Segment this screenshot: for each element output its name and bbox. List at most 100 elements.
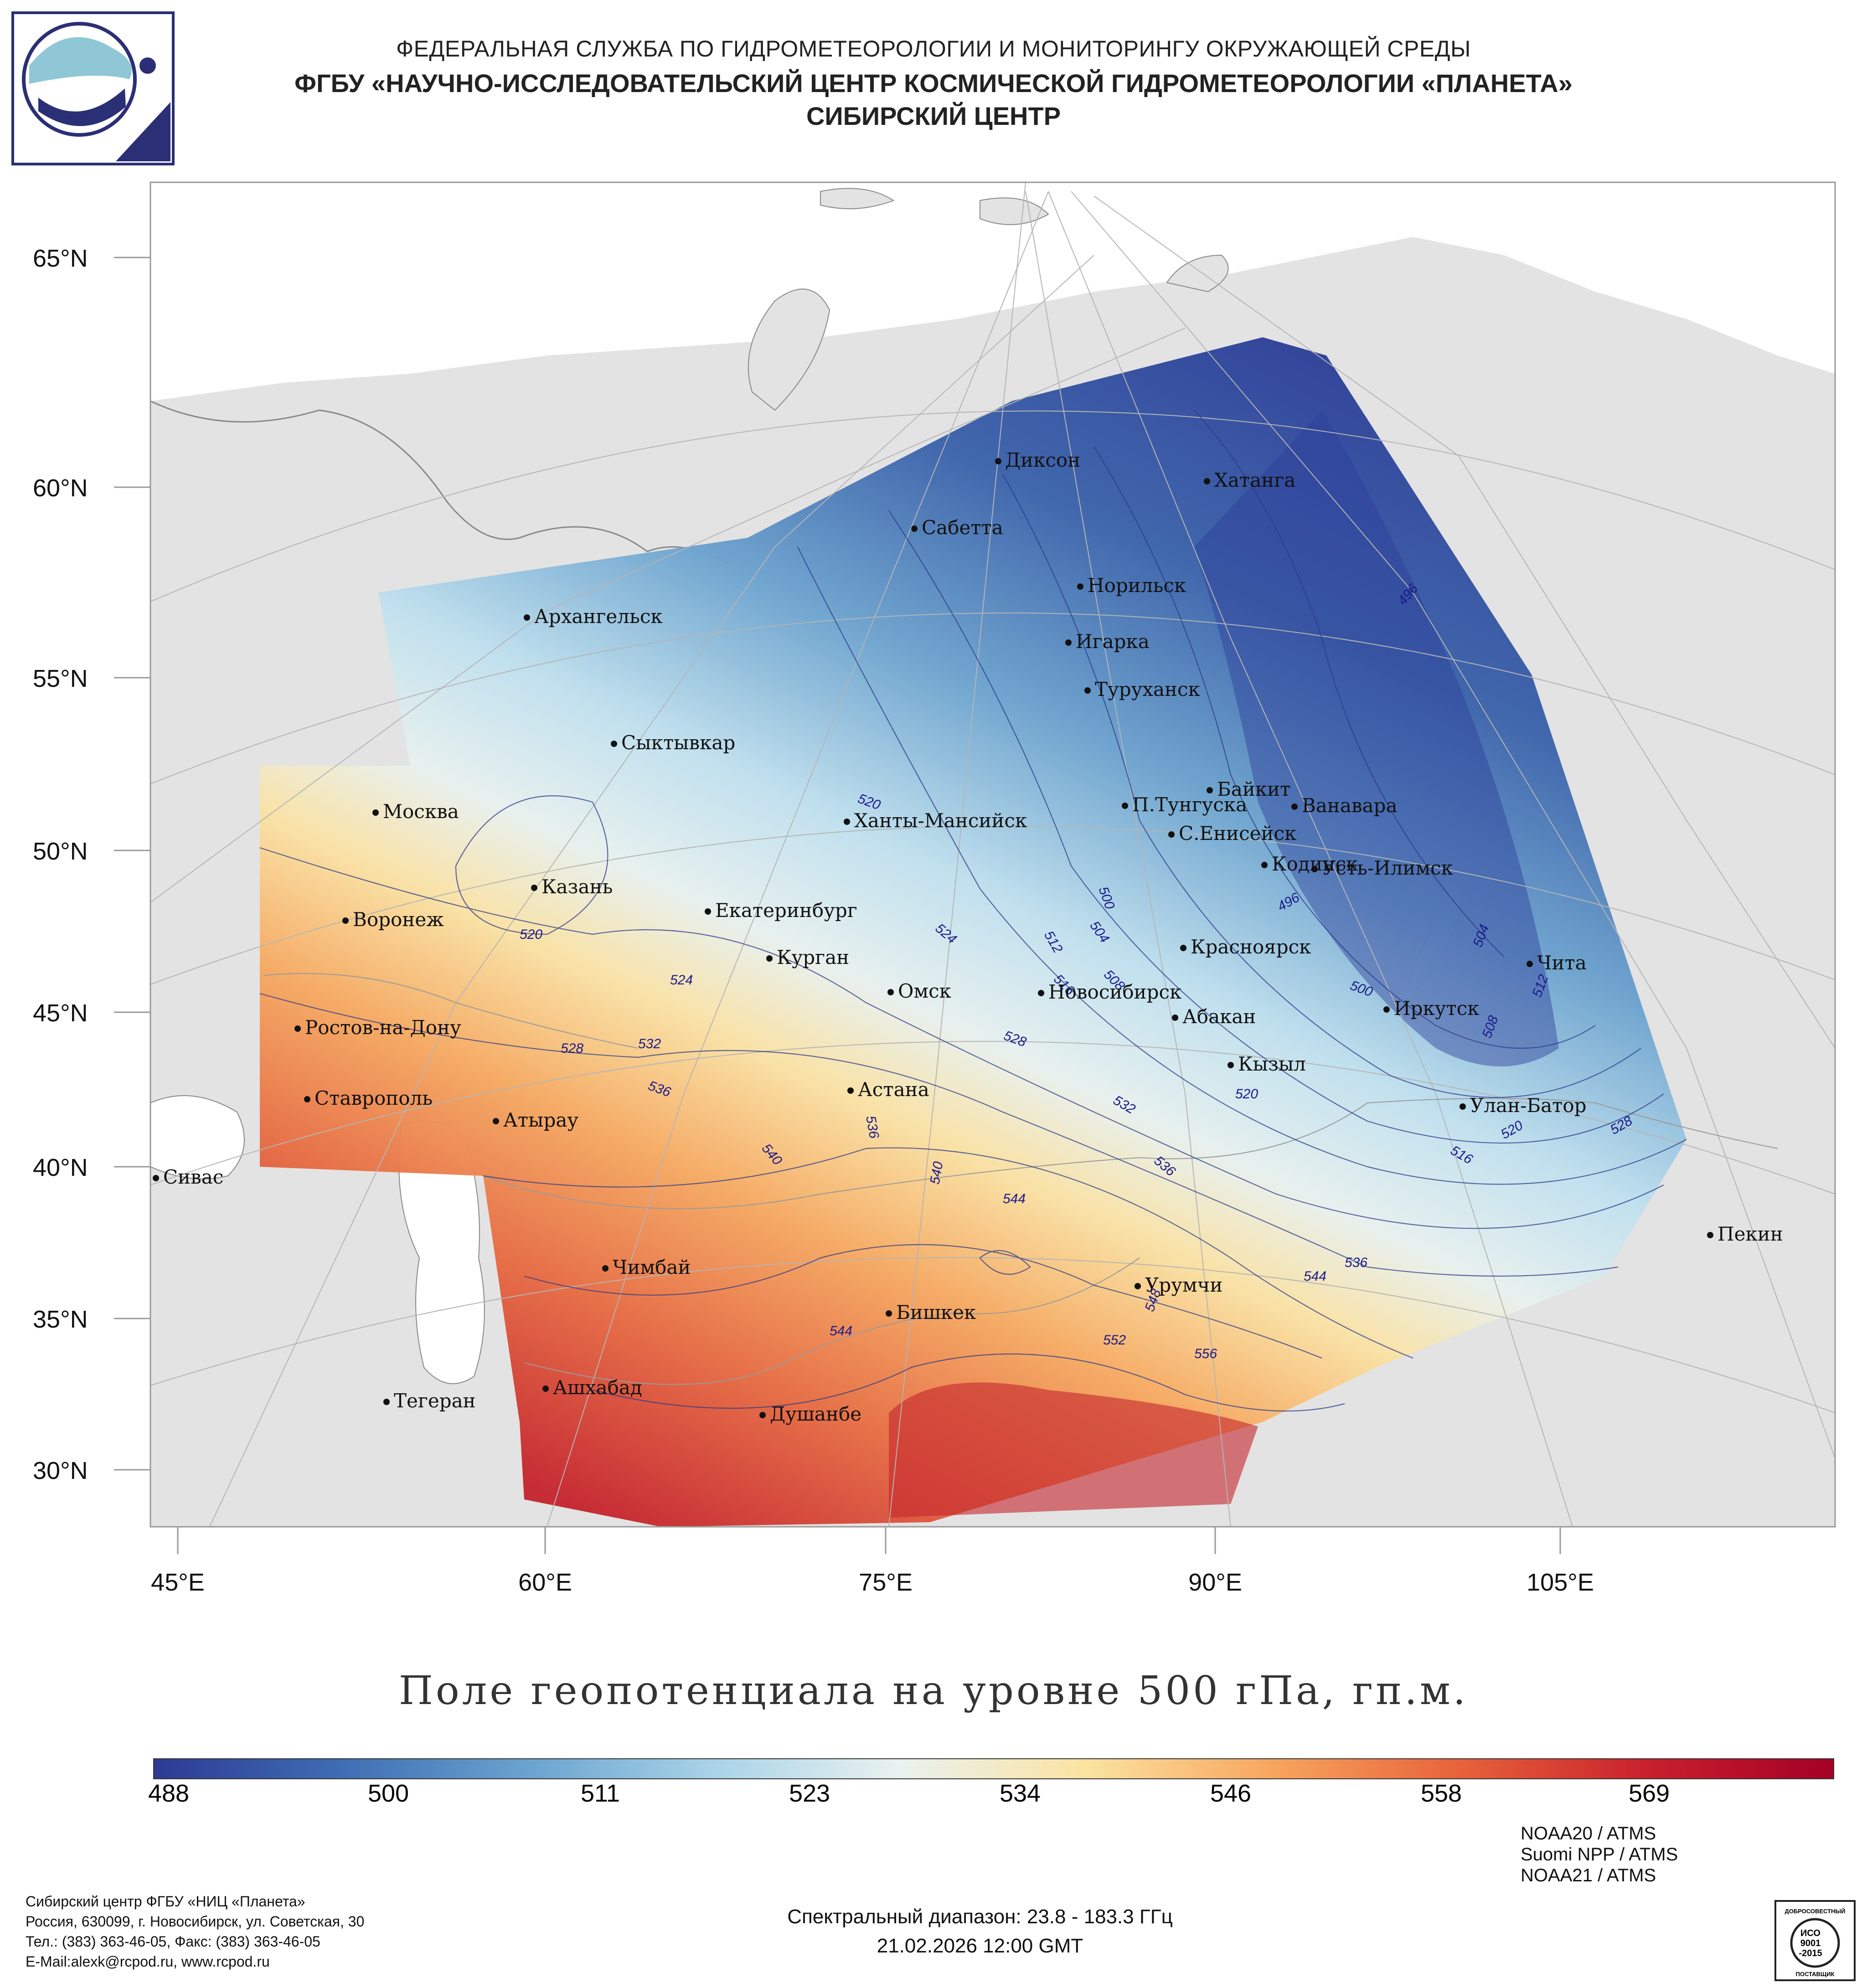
source-item: Suomi NPP / ATMS: [1521, 1844, 1678, 1864]
planeta-logo: [11, 11, 175, 165]
contour-label: 544: [1304, 1269, 1326, 1284]
city-label: Байкит: [1217, 778, 1290, 800]
lon-label: 60°E: [518, 1569, 572, 1595]
low-core: [1194, 410, 1559, 1066]
city-label: Усть-Илимск: [1322, 857, 1453, 879]
city-label: С.Енисейск: [1179, 822, 1296, 845]
city-label: Атырау: [503, 1109, 578, 1131]
city-label: Иркутск: [1394, 997, 1479, 1020]
city-label: Ашхабад: [553, 1376, 642, 1399]
colorbar-tick: 546: [1210, 1780, 1252, 1807]
lon-label: 75°E: [859, 1569, 913, 1595]
badge-text: -2015: [1799, 1948, 1822, 1958]
badge-text: 9001: [1800, 1938, 1821, 1948]
contour-label: 520: [520, 927, 542, 942]
contour-label: 524: [670, 973, 693, 988]
data-sources: NOAA20 / ATMS Suomi NPP / ATMS NOAA21 / …: [1521, 1823, 1678, 1886]
city-label: Душанбе: [770, 1403, 861, 1425]
contour-label: 528: [561, 1041, 583, 1056]
colorbar-tick: 488: [148, 1780, 190, 1807]
city-label: Ханты-Мансийск: [854, 809, 1027, 832]
meridians: [150, 182, 1835, 1527]
city-label: Новосибирск: [1048, 981, 1181, 1003]
city-label: Ванавара: [1302, 794, 1398, 817]
iso-9001-badge: ДОБРОСОВЕСТНЫЙ ИСО 9001 -2015 ПОСТАВЩИК: [1774, 1900, 1856, 1981]
lon-label: 105°E: [1527, 1569, 1594, 1595]
lat-label: 65°N: [33, 245, 88, 272]
contour-label: 544: [830, 1324, 852, 1339]
city-label: Екатеринбург: [715, 899, 857, 922]
city-label: Сивас: [163, 1166, 223, 1188]
parallels: [150, 410, 1835, 1413]
colorbar-tick: 569: [1628, 1780, 1670, 1807]
city-label: Урумчи: [1145, 1274, 1222, 1296]
org-line-3: СИБИРСКИЙ ЦЕНТР: [806, 102, 1061, 130]
contour-label: 532: [638, 1036, 661, 1051]
colorbar-tick: 511: [580, 1780, 620, 1807]
high-core: [889, 1382, 1258, 1518]
svalbard: [820, 188, 895, 209]
org-line-1: ФЕДЕРАЛЬНАЯ СЛУЖБА ПО ГИДРОМЕТЕОРОЛОГИИ …: [396, 36, 1471, 62]
footer-meta: Спектральный диапазон: 23.8 - 183.3 ГГц …: [729, 1902, 1231, 1961]
footer-address-line: Россия, 630099, г. Новосибирск, ул. Сове…: [26, 1913, 365, 1930]
lon-label: 45°E: [151, 1569, 205, 1595]
contour-label: 552: [1103, 1333, 1126, 1348]
city-label: Улан-Батор: [1470, 1094, 1587, 1117]
city-label: Ставрополь: [315, 1087, 433, 1109]
lat-label: 30°N: [33, 1457, 88, 1484]
geopotential-map: 496 496 500 500 504 504 508 508 512 512 …: [33, 181, 1836, 1595]
satellite-swath: [260, 337, 1686, 1527]
contour-label: 544: [1003, 1191, 1026, 1206]
franz-josef-land: [980, 197, 1049, 225]
city-label: Чимбай: [613, 1256, 691, 1278]
colorbar: [153, 1758, 1834, 1779]
source-item: NOAA21 / ATMS: [1521, 1865, 1656, 1885]
city-label: Сыктывкар: [621, 731, 735, 754]
org-line-2: ФГБУ «НАУЧНО-ИССЛЕДОВАТЕЛЬСКИЙ ЦЕНТР КОС…: [294, 69, 1573, 98]
lat-label: 55°N: [33, 665, 88, 692]
city-label: Красноярск: [1191, 936, 1311, 958]
spectral-range: Спектральный диапазон: 23.8 - 183.3 ГГц: [787, 1906, 1173, 1928]
city-label: Архангельск: [534, 605, 663, 628]
lon-label: 90°E: [1188, 1569, 1242, 1595]
city-label: Диксон: [1005, 449, 1080, 471]
city-label: Казань: [542, 876, 613, 898]
city-label: Чита: [1537, 952, 1587, 974]
city-group: Диксон Хатанга Сабетта Норильск Архангел…: [153, 449, 1783, 1425]
black-sea: [150, 1095, 245, 1179]
colorbar-tick: 500: [367, 1780, 409, 1807]
longitude-axis: 45°E 60°E 75°E 90°E 105°E: [151, 1527, 1594, 1595]
city-label: Астана: [858, 1078, 929, 1101]
lat-label: 40°N: [33, 1154, 88, 1181]
city-label: Бишкек: [896, 1301, 976, 1324]
lat-label: 45°N: [33, 999, 88, 1027]
observation-datetime: 21.02.2026 12:00 GMT: [877, 1935, 1083, 1957]
map-title: Поле геопотенциала на уровне 500 гПа, гп…: [398, 1668, 1469, 1714]
contours: [259, 410, 1687, 1412]
footer-address-line: Тел.: (383) 363-46-05, Факс: (383) 363-4…: [26, 1933, 320, 1950]
latitude-axis: 65°N 60°N 55°N 50°N 45°N 40°N 35°N 30°N: [33, 245, 150, 1484]
city-label: Норильск: [1088, 574, 1186, 597]
novaya-zemlya: [748, 288, 830, 411]
city-label: Тегеран: [394, 1390, 476, 1412]
severnaya-zemlya: [1166, 254, 1229, 293]
city-label: Ростов-на-Дону: [305, 1016, 461, 1039]
footer-address: Сибирский центр ФГБУ «НИЦ «Планета» Росс…: [26, 1891, 364, 1972]
contour-label: 556: [1194, 1346, 1217, 1361]
city-label: Хатанга: [1214, 469, 1295, 491]
city-label: Игарка: [1076, 630, 1150, 653]
footer-address-line: Сибирский центр ФГБУ «НИЦ «Планета»: [26, 1893, 305, 1910]
lat-label: 35°N: [33, 1306, 88, 1333]
city-label: Пекин: [1717, 1223, 1783, 1245]
badge-text: ПОСТАВЩИК: [1796, 1971, 1835, 1978]
city-label: Омск: [898, 980, 951, 1002]
city-label: Сабетта: [922, 516, 1003, 539]
city-label: Москва: [383, 800, 459, 823]
city-label: Кызыл: [1238, 1053, 1306, 1075]
lat-label: 50°N: [33, 838, 88, 865]
badge-text: ИСО: [1800, 1928, 1821, 1938]
source-item: NOAA20 / ATMS: [1521, 1823, 1656, 1844]
colorbar-tick: 558: [1420, 1780, 1462, 1807]
colorbar-tick: 523: [789, 1780, 830, 1807]
footer-address-line: E-Mail:alexk@rcpod.ru, www.rcpod.ru: [26, 1953, 270, 1970]
